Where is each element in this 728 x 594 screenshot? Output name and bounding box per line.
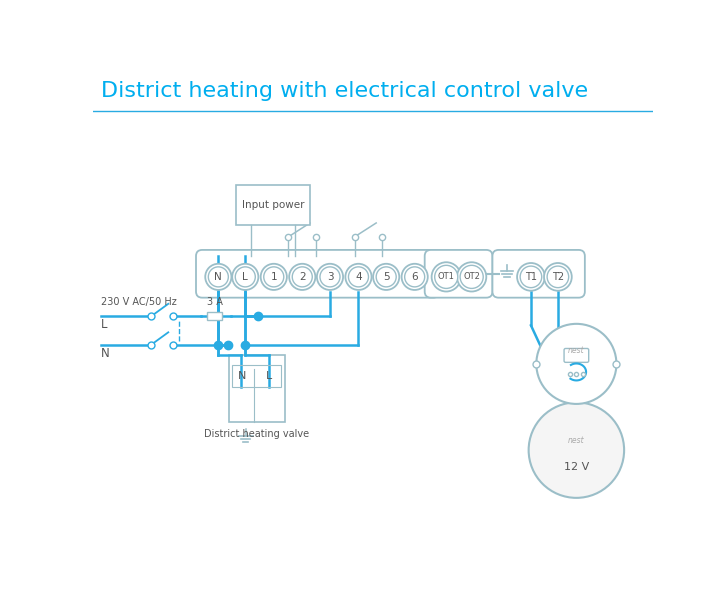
Text: T1: T1 — [525, 272, 537, 282]
Circle shape — [232, 264, 258, 290]
Circle shape — [402, 264, 428, 290]
Bar — [207, 312, 222, 320]
Text: Input power: Input power — [242, 200, 304, 210]
Text: OT2: OT2 — [463, 273, 480, 282]
FancyBboxPatch shape — [229, 355, 285, 422]
Text: L: L — [100, 318, 107, 331]
Text: L: L — [242, 272, 248, 282]
Circle shape — [345, 264, 371, 290]
Text: N: N — [215, 272, 222, 282]
Circle shape — [432, 262, 461, 292]
Text: 12 V: 12 V — [563, 462, 589, 472]
Circle shape — [376, 267, 396, 287]
Text: District heating valve: District heating valve — [205, 428, 309, 438]
Text: 230 V AC/50 Hz: 230 V AC/50 Hz — [100, 297, 176, 307]
Circle shape — [521, 266, 542, 287]
Circle shape — [261, 264, 287, 290]
Circle shape — [460, 266, 483, 289]
Circle shape — [544, 263, 571, 290]
Circle shape — [457, 262, 486, 292]
Text: 5: 5 — [383, 272, 389, 282]
Text: OT1: OT1 — [438, 273, 455, 282]
Text: nest: nest — [568, 346, 585, 355]
Circle shape — [292, 267, 312, 287]
Circle shape — [435, 266, 458, 289]
FancyBboxPatch shape — [236, 185, 310, 225]
Circle shape — [317, 264, 343, 290]
FancyBboxPatch shape — [196, 250, 439, 298]
FancyBboxPatch shape — [424, 250, 492, 298]
Circle shape — [529, 402, 624, 498]
Circle shape — [517, 263, 545, 290]
Text: 3 A: 3 A — [207, 298, 223, 307]
Text: N: N — [237, 371, 246, 381]
Text: 4: 4 — [355, 272, 362, 282]
Circle shape — [320, 267, 340, 287]
Text: District heating with electrical control valve: District heating with electrical control… — [100, 81, 587, 100]
Circle shape — [537, 324, 617, 404]
Circle shape — [349, 267, 368, 287]
Circle shape — [235, 267, 256, 287]
Circle shape — [205, 264, 232, 290]
Circle shape — [547, 266, 569, 287]
Circle shape — [373, 264, 399, 290]
Text: 3: 3 — [327, 272, 333, 282]
FancyBboxPatch shape — [564, 349, 589, 362]
Text: N: N — [100, 347, 109, 360]
Text: 2: 2 — [299, 272, 306, 282]
Text: 1: 1 — [271, 272, 277, 282]
Circle shape — [289, 264, 315, 290]
Circle shape — [405, 267, 424, 287]
Circle shape — [264, 267, 284, 287]
Circle shape — [208, 267, 229, 287]
Text: T2: T2 — [552, 272, 564, 282]
Text: 6: 6 — [411, 272, 418, 282]
Text: nest: nest — [568, 437, 585, 446]
Text: L: L — [266, 371, 272, 381]
FancyBboxPatch shape — [492, 250, 585, 298]
